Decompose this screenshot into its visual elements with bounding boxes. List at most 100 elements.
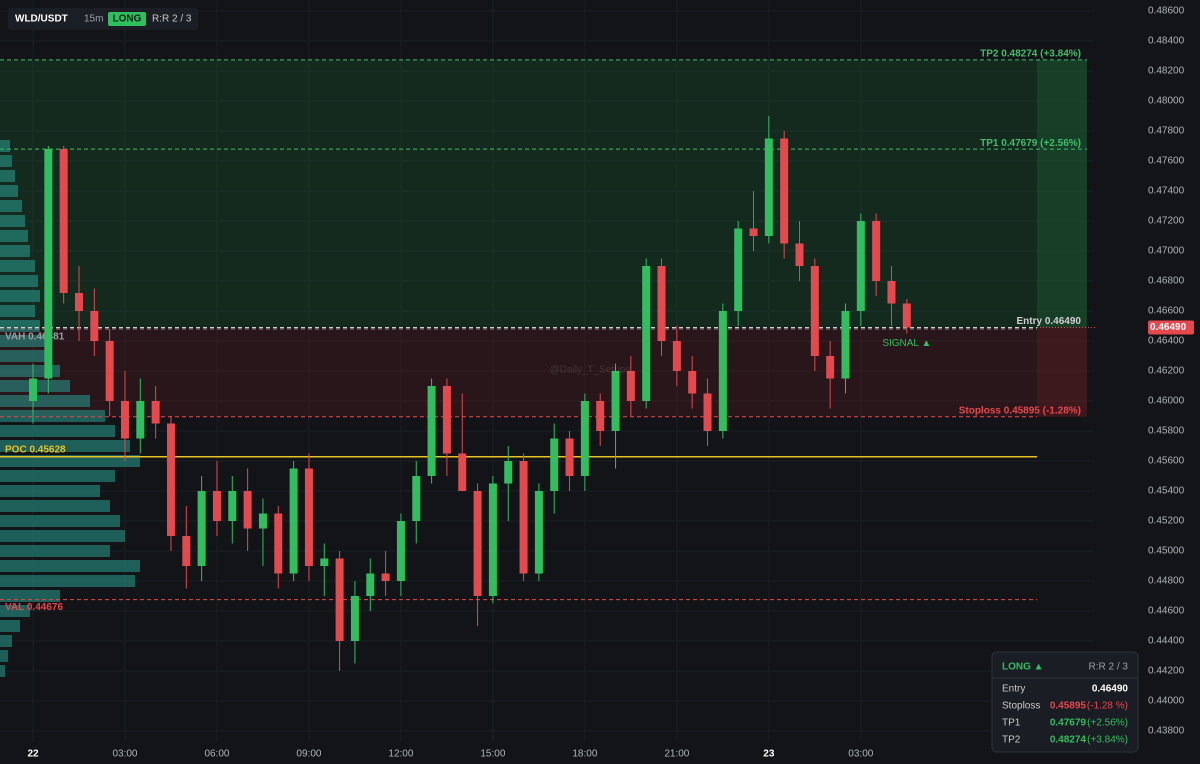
x-tick-label: 09:00: [296, 749, 321, 760]
level-label: POC 0.45628: [5, 444, 66, 455]
row-change: (+2.56%): [1087, 718, 1128, 729]
candle-body: [320, 558, 329, 566]
y-tick-label: 0.45200: [1148, 516, 1185, 527]
volume-bar: [0, 440, 130, 452]
row-value: 0.46490: [1092, 684, 1129, 695]
x-tick-label: 18:00: [572, 749, 597, 760]
candle-body: [580, 401, 589, 476]
volume-bar: [0, 140, 10, 152]
y-tick-label: 0.48600: [1148, 6, 1185, 17]
y-tick-label: 0.46800: [1148, 276, 1185, 287]
volume-bar: [0, 170, 15, 182]
row-value: 0.45895: [1050, 701, 1087, 712]
candle-body: [442, 386, 451, 454]
price-axis: [1095, 0, 1200, 764]
candle-body: [74, 293, 83, 311]
candle-body: [902, 303, 911, 328]
volume-bar: [0, 155, 12, 167]
candle-body: [810, 266, 819, 356]
candle-body: [764, 138, 773, 236]
candle-body: [887, 281, 896, 304]
candle-body: [795, 243, 804, 266]
y-tick-label: 0.48000: [1148, 96, 1185, 107]
candle-body: [718, 311, 727, 431]
volume-bar: [0, 350, 50, 362]
candle-body: [274, 513, 283, 574]
row-value: 0.48274: [1050, 735, 1087, 746]
candle-body: [381, 573, 390, 581]
y-tick-label: 0.48400: [1148, 36, 1185, 47]
volume-bar: [0, 455, 140, 467]
y-tick-label: 0.44600: [1148, 606, 1185, 617]
volume-bar: [0, 590, 60, 602]
y-tick-label: 0.47600: [1148, 156, 1185, 167]
candle-body: [642, 266, 651, 401]
candle-body: [611, 371, 620, 431]
volume-bar: [0, 305, 35, 317]
candle-body: [366, 573, 375, 596]
y-tick-label: 0.45000: [1148, 546, 1185, 557]
y-tick-label: 0.46400: [1148, 336, 1185, 347]
candle-body: [504, 461, 513, 484]
volume-bar: [0, 500, 110, 512]
header: WLD/USDT 15m LONG R:R 2 / 3: [8, 8, 198, 30]
volume-bar: [0, 200, 22, 212]
last-price-tag: [1148, 320, 1194, 335]
row-label: Stoploss: [1002, 701, 1040, 712]
candle-body: [90, 311, 99, 341]
candle-body: [473, 491, 482, 596]
watermark: @Daily_T_Setups: [550, 365, 631, 376]
panel-rr: R:R 2 / 3: [1089, 662, 1129, 673]
candle-body: [458, 453, 467, 491]
volume-bar: [0, 530, 125, 542]
candle-body: [856, 221, 865, 311]
candle-body: [780, 138, 789, 244]
volume-bar: [0, 545, 110, 557]
candle-body: [672, 341, 681, 371]
y-tick-label: 0.44800: [1148, 576, 1185, 587]
x-tick-label: 15:00: [480, 749, 505, 760]
candle-body: [29, 378, 37, 401]
side-badge: [108, 12, 146, 26]
volume-bar: [0, 230, 28, 242]
summary-panel: LONG ▲ R:R 2 / 3 Entry 0.46490 Stoploss …: [991, 651, 1139, 753]
volume-bar: [0, 320, 40, 332]
row-change: (-1.28 %): [1087, 701, 1128, 712]
y-tick-label: 0.46200: [1148, 366, 1185, 377]
last-price-label: 0.46490: [1150, 322, 1187, 333]
y-tick-label: 0.48200: [1148, 66, 1185, 77]
y-tick-label: 0.47200: [1148, 216, 1185, 227]
y-tick-label: 0.45400: [1148, 486, 1185, 497]
candle-body: [534, 491, 543, 574]
symbol: WLD/USDT: [15, 14, 68, 25]
volume-bar: [0, 290, 40, 302]
candle-body: [182, 536, 191, 566]
x-tick-label: 03:00: [112, 749, 137, 760]
panel-box: [991, 651, 1139, 753]
zone-edge: [1037, 59, 1087, 328]
panel-side: LONG ▲: [1002, 662, 1044, 673]
y-tick-label: 0.46600: [1148, 306, 1185, 317]
candle-body: [166, 423, 175, 536]
candle-body: [427, 386, 436, 476]
y-tick-label: 0.44400: [1148, 636, 1185, 647]
zone: [0, 327, 1087, 417]
volume-bar: [0, 605, 30, 617]
candle-body: [519, 461, 528, 574]
volume-bar: [0, 485, 100, 497]
candle-body: [136, 401, 145, 439]
y-tick-label: 0.46000: [1148, 396, 1185, 407]
row-label: TP2: [1002, 735, 1021, 746]
candle-body: [550, 438, 559, 491]
candle-body: [596, 401, 605, 431]
level-label: VAL 0.44676: [5, 602, 63, 613]
volume-bar: [0, 215, 25, 227]
volume-bar: [0, 620, 20, 632]
level-label: TP2 0.48274 (+3.84%): [980, 49, 1081, 60]
candle-body: [749, 228, 758, 236]
row-value: 0.47679: [1050, 718, 1087, 729]
candle-body: [258, 513, 267, 529]
zone: [0, 59, 1087, 328]
